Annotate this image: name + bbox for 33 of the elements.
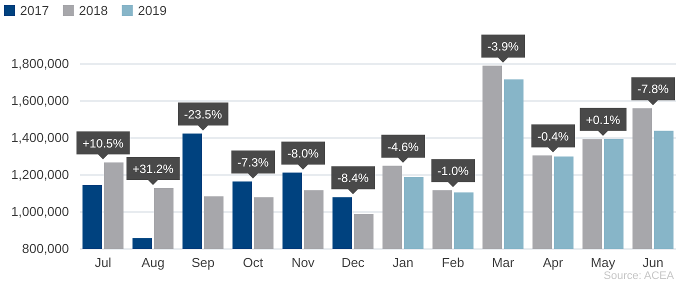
x-tick-label: Dec — [341, 255, 366, 270]
x-tick-label: Apr — [542, 255, 564, 270]
annotation: +10.5% — [82, 136, 124, 150]
annotation: +0.1% — [586, 112, 621, 127]
annotation: -8.0% — [287, 146, 319, 161]
x-tick-label: Aug — [141, 255, 165, 270]
x-tick-label: Jul — [94, 255, 112, 270]
x-tick-label: Jan — [392, 255, 414, 270]
x-tick-label: Oct — [242, 255, 264, 270]
annotation: -4.6% — [387, 140, 419, 154]
y-tick-label: 1,800,000 — [11, 56, 69, 72]
x-tick-label: Jun — [642, 255, 664, 270]
x-tick-label: May — [590, 255, 616, 270]
y-tick-label: 1,200,000 — [11, 167, 69, 182]
x-tick-label: Feb — [442, 255, 464, 270]
text: -3.9% — [487, 40, 519, 54]
annotation: -7.3% — [237, 155, 269, 170]
y-tick-label: 800,000 — [22, 241, 69, 256]
legend-label: 2017 — [20, 3, 49, 18]
legend-label: 2018 — [78, 3, 108, 18]
y-tick-label: 1,600,000 — [11, 93, 69, 108]
annotation: -7.8% — [637, 82, 669, 96]
x-tick-label: Mar — [492, 255, 515, 270]
annotation: -23.5% — [184, 108, 222, 122]
annotation: -1.0% — [437, 164, 469, 178]
annotation: -0.4% — [537, 129, 569, 144]
annotation: -8.4% — [337, 171, 369, 186]
x-tick-label: Sep — [191, 255, 215, 270]
y-tick-label: 1,400,000 — [11, 130, 69, 146]
legend-label: 2019 — [138, 3, 167, 18]
x-tick-label: Nov — [291, 255, 316, 270]
annotation: +31.2% — [132, 162, 174, 176]
y-tick-label: 1,000,000 — [11, 204, 69, 220]
